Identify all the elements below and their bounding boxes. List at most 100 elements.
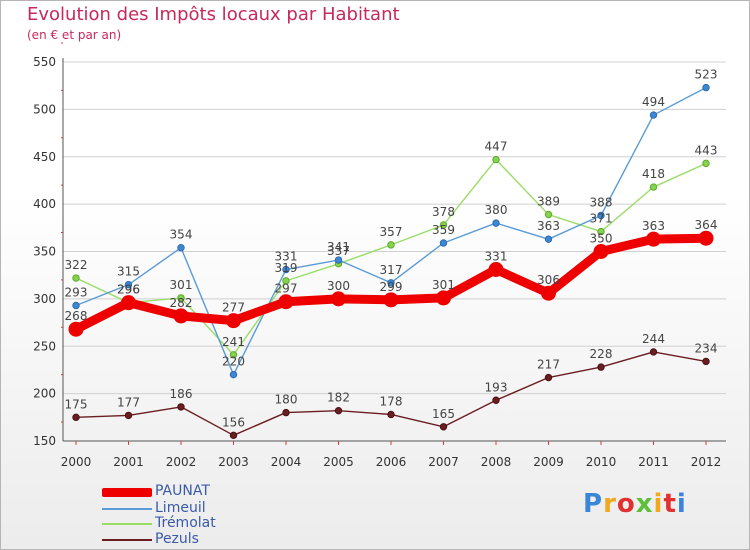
data-label-trmolat-2003: 241: [222, 335, 245, 349]
legend-label-trmolat: Trémolat: [155, 515, 216, 531]
x-tick-label-2003: 2003: [218, 455, 249, 469]
data-label-limeuil-2002: 354: [170, 228, 193, 242]
point-paunat-2001: [121, 295, 136, 311]
point-limeuil-2008: [492, 219, 500, 227]
point-pezuls-2005: [334, 406, 343, 415]
data-label-limeuil-2007: 359: [432, 223, 455, 237]
series-line-trmolat: [75, 158, 707, 356]
point-pezuls-2000: [72, 413, 80, 422]
data-label-paunat-2000: 268: [65, 309, 88, 323]
data-label-pezuls-2004: 180: [275, 393, 298, 407]
point-trmolat-2002: [177, 294, 185, 302]
data-label-paunat-2001: 296: [117, 283, 140, 297]
data-label-trmolat-2008: 447: [485, 140, 508, 154]
point-paunat-2010: [593, 244, 609, 259]
data-label-paunat-2008: 331: [485, 250, 508, 264]
point-paunat-2004: [278, 294, 294, 310]
legend-swatch-limeuil: [102, 508, 152, 510]
legend-label-paunat: PAUNAT: [155, 483, 210, 499]
point-limeuil-2012: [702, 83, 710, 92]
point-pezuls-2006: [387, 410, 395, 419]
y-tick-label-500: 500: [33, 102, 56, 116]
point-paunat-2011: [646, 231, 661, 247]
x-tick-label-2011: 2011: [638, 455, 669, 469]
data-label-paunat-2006: 299: [380, 280, 403, 294]
point-limeuil-2011: [649, 111, 658, 119]
data-label-pezuls-2002: 186: [170, 387, 193, 401]
legend-swatch-paunat: [102, 487, 152, 497]
data-label-pezuls-2000: 175: [65, 397, 88, 411]
data-label-paunat-2010: 350: [590, 232, 613, 246]
data-label-pezuls-2010: 228: [590, 347, 613, 361]
point-paunat-2000: [68, 321, 84, 337]
point-pezuls-2012: [702, 357, 710, 366]
x-tick-label-2007: 2007: [428, 455, 459, 469]
x-tick-label-2009: 2009: [533, 455, 564, 469]
data-label-limeuil-2011: 494: [642, 95, 665, 109]
data-label-limeuil-2006: 317: [380, 263, 403, 277]
data-label-trmolat-2001: 296: [117, 283, 140, 297]
data-label-paunat-2003: 277: [222, 301, 245, 315]
point-limeuil-2003: [229, 370, 238, 379]
series-paunat: [68, 230, 714, 337]
point-pezuls-2010: [597, 363, 605, 371]
data-label-paunat-2004: 297: [275, 282, 298, 296]
x-tick-label-2010: 2010: [586, 455, 617, 469]
data-label-pezuls-2009: 217: [537, 358, 560, 372]
point-pezuls-2007: [439, 423, 448, 431]
data-label-paunat-2011: 363: [642, 219, 665, 233]
y-tick-label-300: 300: [33, 292, 56, 306]
point-trmolat-2000: [72, 274, 80, 282]
data-label-limeuil-2003: 220: [222, 355, 245, 369]
chart-title: Evolution des Impôts locaux par Habitant: [27, 4, 400, 25]
point-limeuil-2004: [282, 265, 290, 274]
data-label-pezuls-2011: 244: [642, 332, 665, 346]
legend-swatch-pezuls: [102, 539, 152, 541]
point-trmolat-2009: [544, 210, 553, 219]
data-label-trmolat-2007: 378: [432, 205, 455, 219]
y-tick-label-550: 550: [33, 55, 56, 69]
data-label-paunat-2007: 301: [432, 278, 455, 292]
point-paunat-2009: [541, 285, 556, 301]
data-label-paunat-2012: 364: [695, 218, 718, 232]
y-tick-label-150: 150: [33, 434, 56, 448]
series-pezuls: [72, 348, 710, 440]
point-trmolat-2007: [439, 221, 448, 229]
point-pezuls-2003: [229, 431, 238, 440]
x-tick-label-2004: 2004: [271, 455, 302, 469]
x-tick-label-2006: 2006: [376, 455, 407, 469]
point-paunat-2002: [173, 308, 189, 324]
x-tick-label-2000: 2000: [61, 455, 92, 469]
point-limeuil-2002: [177, 244, 185, 252]
point-pezuls-2004: [282, 408, 290, 417]
data-label-trmolat-2010: 371: [590, 212, 613, 226]
data-label-pezuls-2003: 156: [222, 415, 245, 429]
point-paunat-2007: [436, 290, 451, 306]
x-tick-label-2012: 2012: [691, 455, 722, 469]
point-limeuil-2001: [124, 280, 133, 289]
series-limeuil: [72, 83, 710, 379]
data-label-trmolat-2005: 337: [327, 244, 350, 258]
point-pezuls-2001: [124, 411, 133, 420]
x-tick-label-2001: 2001: [113, 455, 144, 469]
point-paunat-2006: [383, 292, 399, 308]
point-pezuls-2011: [649, 348, 658, 356]
x-tick-label-2008: 2008: [481, 455, 512, 469]
legend-label-limeuil: Limeuil: [155, 500, 206, 516]
point-trmolat-2012: [702, 159, 710, 168]
y-tick-label-450: 450: [33, 150, 56, 164]
legend-swatch-trmolat: [102, 523, 152, 525]
data-label-trmolat-2011: 418: [642, 167, 665, 181]
point-trmolat-2010: [597, 227, 605, 236]
point-pezuls-2009: [544, 373, 553, 382]
data-label-pezuls-2006: 178: [380, 394, 403, 408]
y-tick-label-350: 350: [33, 245, 56, 259]
point-paunat-2008: [488, 262, 504, 278]
x-tick-label-2002: 2002: [166, 455, 197, 469]
point-trmolat-2004: [282, 277, 290, 285]
data-label-pezuls-2008: 193: [485, 380, 508, 394]
point-paunat-2005: [331, 291, 346, 307]
data-label-paunat-2005: 300: [327, 279, 350, 293]
